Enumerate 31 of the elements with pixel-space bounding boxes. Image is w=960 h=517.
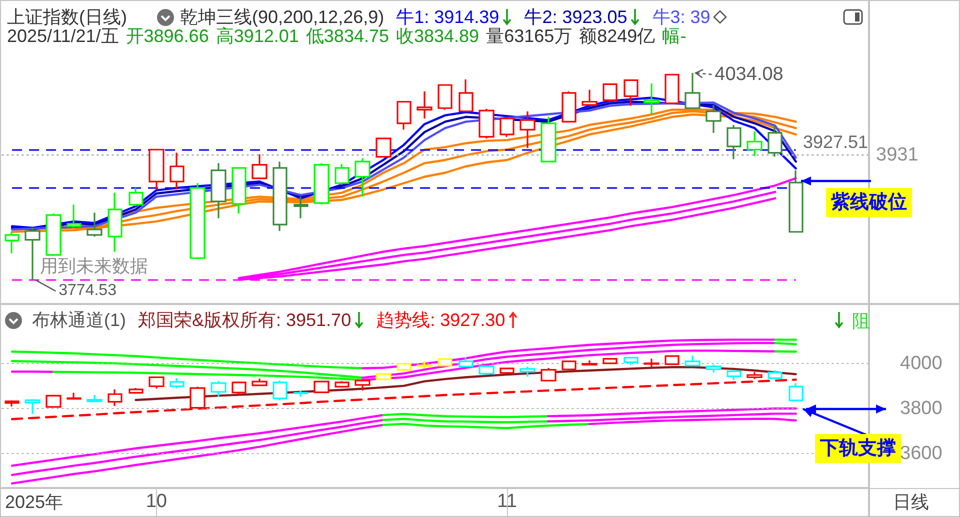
text: 开3896.66	[126, 26, 209, 47]
text: 牛1: 3914.39	[396, 6, 500, 28]
text: 额8249亿	[579, 26, 656, 47]
annotation: 用到未来数据	[40, 255, 148, 277]
text: 阻	[852, 310, 870, 332]
text: 牛3: 39	[652, 6, 710, 28]
text: 日线	[893, 491, 929, 513]
chart-title: 布林通道(1)	[32, 309, 126, 331]
text: 2025年	[5, 491, 64, 513]
x-tick-label: 11	[497, 491, 517, 512]
text: 低3834.75	[306, 26, 389, 47]
chart-subtitle: 乾坤三线(90,200,12,26,9)	[180, 6, 384, 27]
text: 幅-	[662, 26, 686, 47]
y-tick-label: 3600	[900, 442, 942, 464]
annotation: 4034.08	[714, 62, 784, 86]
text: 3774.53	[58, 281, 116, 302]
text: 牛2: 3923.05	[524, 6, 628, 27]
ref-line-label: 3931	[876, 144, 918, 166]
text: 2025/11/21/五	[7, 26, 119, 47]
text: 趋势线: 3927.30	[376, 309, 506, 331]
chart-title: 上证指数(日线)	[7, 6, 127, 28]
text: 郑国荣&版权所有: 3951.70	[138, 309, 352, 331]
text: 收3834.89	[396, 26, 480, 47]
y-tick-label: 4000	[900, 352, 942, 374]
text: 下轨支撑	[815, 434, 901, 463]
text: 紫线破位	[826, 188, 912, 217]
x-tick-label: 10	[146, 491, 167, 512]
y-tick-label: 3800	[900, 398, 942, 419]
text: 量63165万	[486, 26, 572, 47]
text: 高3912.01	[216, 26, 299, 47]
text: 3927.51	[803, 131, 868, 153]
